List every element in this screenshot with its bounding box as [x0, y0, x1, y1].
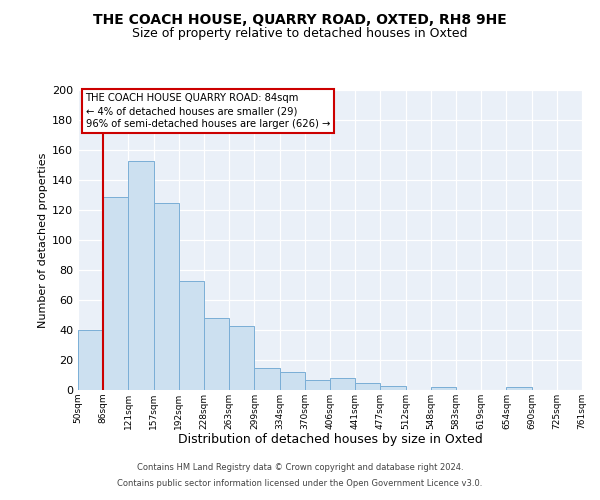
- Bar: [431, 387, 456, 390]
- Text: Contains HM Land Registry data © Crown copyright and database right 2024.: Contains HM Land Registry data © Crown c…: [137, 464, 463, 472]
- Bar: [78, 330, 103, 390]
- Bar: [280, 372, 305, 390]
- Bar: [204, 318, 229, 390]
- Bar: [330, 378, 355, 390]
- Text: Size of property relative to detached houses in Oxted: Size of property relative to detached ho…: [132, 28, 468, 40]
- Bar: [380, 386, 406, 390]
- Bar: [229, 326, 254, 390]
- Bar: [179, 280, 204, 390]
- Bar: [154, 202, 179, 390]
- X-axis label: Distribution of detached houses by size in Oxted: Distribution of detached houses by size …: [178, 434, 482, 446]
- Bar: [103, 196, 128, 390]
- Y-axis label: Number of detached properties: Number of detached properties: [38, 152, 48, 328]
- Text: THE COACH HOUSE, QUARRY ROAD, OXTED, RH8 9HE: THE COACH HOUSE, QUARRY ROAD, OXTED, RH8…: [93, 12, 507, 26]
- Text: Contains public sector information licensed under the Open Government Licence v3: Contains public sector information licen…: [118, 478, 482, 488]
- Bar: [355, 382, 380, 390]
- Bar: [254, 368, 280, 390]
- Bar: [128, 160, 154, 390]
- Bar: [506, 387, 532, 390]
- Text: THE COACH HOUSE QUARRY ROAD: 84sqm
← 4% of detached houses are smaller (29)
96% : THE COACH HOUSE QUARRY ROAD: 84sqm ← 4% …: [86, 93, 330, 130]
- Bar: [305, 380, 330, 390]
